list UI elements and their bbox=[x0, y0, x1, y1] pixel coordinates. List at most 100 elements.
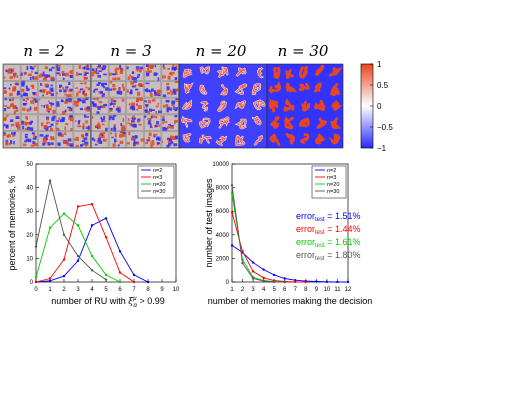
weight-pixel bbox=[169, 89, 172, 93]
weight-pixel bbox=[174, 119, 178, 123]
weight-pixel bbox=[131, 117, 136, 120]
weight-pixel bbox=[95, 68, 98, 72]
weight-pixel bbox=[24, 93, 28, 97]
weight-pixel bbox=[148, 136, 151, 141]
weight-pixel bbox=[39, 134, 44, 137]
data-point-n=2 bbox=[76, 259, 80, 262]
weight-pixel bbox=[20, 72, 23, 76]
x-label-xi: ξ bbox=[128, 297, 134, 307]
weight-pixel bbox=[172, 64, 175, 68]
weight-cell bbox=[108, 131, 126, 148]
weight-pixel bbox=[130, 89, 133, 93]
data-point-n=2 bbox=[132, 273, 136, 277]
weight-pixel bbox=[70, 70, 73, 74]
weight-pixel bbox=[119, 71, 123, 74]
weight-pixel bbox=[10, 68, 15, 72]
data-point-n=30 bbox=[34, 245, 38, 248]
weight-pixel bbox=[137, 73, 141, 76]
memory-weights-panel: n = 2 n = 3 n = 20 n = 30 1 0.5 0 −0.5 −1 bbox=[2, 42, 393, 153]
weight-pixel bbox=[42, 142, 46, 146]
weight-pixel bbox=[97, 137, 102, 142]
weight-pixel bbox=[96, 83, 100, 86]
weight-pixel bbox=[26, 122, 30, 125]
weight-pixel bbox=[112, 143, 116, 147]
weight-pixel bbox=[173, 106, 175, 110]
y-axis-label: percent of memories, % bbox=[7, 175, 17, 270]
panel-label-n3: n = 3 bbox=[110, 42, 151, 60]
data-point-n=2 bbox=[90, 224, 94, 227]
weight-pixel bbox=[120, 123, 123, 126]
weight-pixel bbox=[24, 72, 27, 75]
data-point-n=20 bbox=[118, 280, 122, 284]
weight-pixel bbox=[69, 75, 74, 78]
weight-pixel bbox=[50, 123, 54, 126]
weight-pixel bbox=[115, 108, 120, 111]
weight-pixel bbox=[157, 124, 161, 127]
weight-pixel bbox=[153, 72, 157, 76]
digit-stroke-edge bbox=[332, 101, 340, 110]
weight-pixel bbox=[38, 98, 41, 101]
data-point-n=2 bbox=[118, 250, 122, 253]
weight-pixel bbox=[16, 124, 18, 128]
weight-pixel bbox=[131, 85, 136, 88]
legend-label-n=20: n=20 bbox=[153, 182, 165, 188]
weight-pixel bbox=[69, 114, 73, 118]
weight-pixel bbox=[130, 76, 133, 79]
weight-pixel bbox=[166, 89, 169, 91]
digit-stroke-edge bbox=[299, 66, 307, 78]
x-tick-label: 2 bbox=[241, 287, 245, 293]
data-point-n=3 bbox=[90, 202, 94, 206]
weight-pixel bbox=[133, 138, 136, 142]
weight-pixel bbox=[166, 144, 170, 148]
weight-pixel bbox=[162, 115, 165, 119]
digit-stroke-edge bbox=[216, 136, 227, 146]
digit-stroke-edge bbox=[235, 100, 246, 109]
weight-pixel bbox=[65, 98, 69, 103]
weight-pixel bbox=[68, 89, 73, 93]
weight-pixel bbox=[149, 90, 152, 93]
weight-pixel bbox=[155, 111, 158, 114]
weight-pixel bbox=[126, 89, 129, 93]
weight-pixel bbox=[21, 120, 24, 125]
weight-pixel bbox=[68, 82, 71, 85]
colorbar-tick-label: −0.5 bbox=[377, 123, 393, 132]
y-tick-label: 40 bbox=[26, 186, 33, 192]
digit-stroke-edge bbox=[315, 83, 321, 92]
digit-stroke-edge bbox=[331, 134, 340, 144]
weight-pixel bbox=[164, 127, 168, 131]
weight-pixel bbox=[144, 109, 148, 112]
digit-stroke-edge bbox=[331, 118, 340, 129]
weight-cell bbox=[20, 64, 38, 81]
weight-cell bbox=[3, 81, 21, 98]
digit-stroke-edge bbox=[199, 118, 210, 128]
weight-pixel bbox=[47, 142, 50, 146]
weight-pixel bbox=[70, 128, 73, 131]
weight-pixel bbox=[113, 103, 115, 108]
weight-pixel bbox=[22, 99, 26, 101]
weight-pixel bbox=[148, 108, 152, 112]
weight-pixel bbox=[4, 90, 8, 94]
weight-pixel bbox=[96, 140, 100, 143]
weight-pixel bbox=[174, 88, 179, 92]
weight-pixel bbox=[170, 135, 173, 139]
weight-pixel bbox=[153, 133, 158, 136]
weight-pixel bbox=[111, 136, 114, 139]
weight-pixel bbox=[30, 67, 35, 70]
data-point-n=20 bbox=[76, 224, 80, 227]
series-line-n=3 bbox=[35, 203, 135, 283]
data-point-n=3 bbox=[48, 277, 52, 280]
weight-pixel bbox=[167, 137, 171, 141]
data-point-n=30 bbox=[48, 179, 52, 182]
weight-pixel bbox=[173, 66, 178, 70]
weight-cell bbox=[144, 114, 162, 131]
weight-pixel bbox=[8, 87, 11, 90]
weight-pixel bbox=[92, 68, 95, 71]
weight-pixel bbox=[77, 120, 80, 125]
weight-pixel bbox=[48, 102, 53, 104]
weight-pixel bbox=[131, 120, 135, 123]
weight-pixel bbox=[116, 90, 120, 95]
weight-pixel bbox=[56, 122, 59, 125]
weight-pixel bbox=[25, 85, 28, 89]
weight-pixel bbox=[168, 143, 172, 146]
weight-pixel bbox=[5, 141, 9, 146]
